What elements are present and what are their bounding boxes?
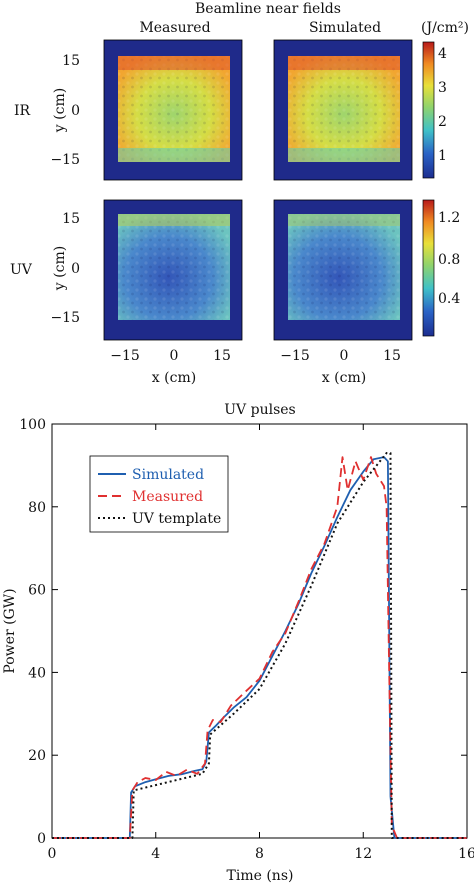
axis-ticks: 0 4 8 12 16 0 20 40 60 80 100 (19, 417, 474, 862)
panel-uv-measured (103, 199, 243, 341)
uv-cbar-tick-1.2: 1.2 (438, 210, 460, 226)
nf-xtick-right-minus15: −15 (280, 348, 310, 364)
x-tick-label: 4 (151, 846, 160, 862)
x-tick-label: 12 (354, 846, 372, 862)
col-title-simulated: Simulated (309, 20, 381, 36)
y-tick-label: 60 (28, 583, 46, 599)
ir-cbar-tick-4: 4 (438, 46, 447, 62)
uv-ytick-minus15: −15 (50, 310, 80, 326)
ir-ytick-15: 15 (62, 53, 80, 69)
panel-ir-measured (103, 39, 243, 181)
row-label-uv: UV (10, 262, 33, 278)
row-label-ir: IR (14, 103, 31, 119)
legend: Simulated Measured UV template (89, 455, 229, 533)
uv-cbar-tick-0.4: 0.4 (438, 291, 460, 307)
ir-ytick-0: 0 (71, 103, 80, 119)
cbar-unit: (J/cm²) (421, 20, 469, 36)
ir-cbar-tick-2: 2 (438, 114, 447, 130)
nf-xlabel-left: x (cm) (152, 370, 196, 386)
x-tick-label: 8 (255, 846, 264, 862)
y-tick-label: 20 (28, 748, 46, 764)
ir-ylabel: y (cm) (52, 88, 68, 133)
y-tick-label: 80 (28, 500, 46, 516)
series-line-measured (52, 456, 467, 839)
x-axis-label: Time (ns) (227, 868, 294, 884)
uv-colorbar (422, 199, 435, 337)
col-title-measured: Measured (139, 20, 210, 36)
y-tick-label: 40 (28, 665, 46, 681)
ir-ytick-minus15: −15 (50, 152, 80, 168)
nf-xtick-right-15: 15 (383, 348, 401, 364)
ir-cbar-tick-3: 3 (438, 80, 447, 96)
uv-ytick-15: 15 (62, 211, 80, 227)
chart-title: UV pulses (224, 402, 295, 418)
panel-ir-simulated (273, 39, 413, 181)
uv-ylabel: y (cm) (52, 246, 68, 291)
uv-ytick-0: 0 (71, 261, 80, 277)
x-tick-label: 0 (48, 846, 57, 862)
legend-label: UV template (132, 511, 221, 527)
nf-xtick-right-0: 0 (340, 348, 349, 364)
legend-box (89, 455, 229, 533)
legend-label: Measured (132, 489, 203, 505)
ir-cbar-tick-1: 1 (438, 148, 447, 164)
nf-xlabel-right: x (cm) (322, 370, 366, 386)
x-tick-label: 16 (458, 846, 474, 862)
legend-label: Simulated (132, 467, 204, 483)
panel-uv-simulated (273, 199, 413, 341)
nf-xtick-left-15: 15 (213, 348, 231, 364)
nf-xtick-left-0: 0 (170, 348, 179, 364)
ir-colorbar (422, 41, 435, 179)
uv-cbar-tick-0.8: 0.8 (438, 252, 460, 268)
series-layer (52, 452, 467, 839)
near-fields-title: Beamline near fields (195, 1, 341, 17)
y-tick-label: 100 (19, 417, 46, 433)
y-axis-label: Power (GW) (2, 588, 18, 673)
y-tick-label: 0 (37, 831, 46, 847)
nf-xtick-left-minus15: −15 (110, 348, 140, 364)
